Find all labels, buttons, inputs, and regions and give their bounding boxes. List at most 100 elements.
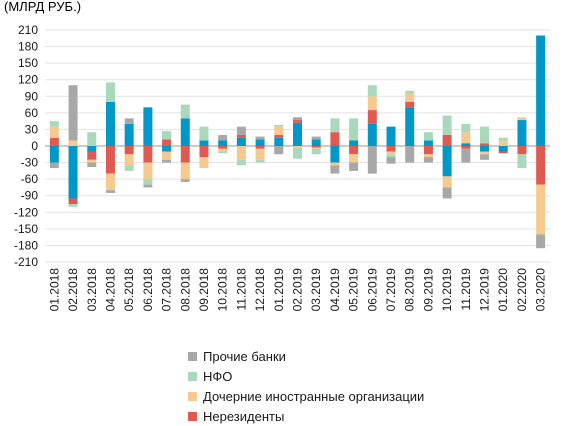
bar-segment-nonres bbox=[236, 134, 246, 138]
bar-segment-nfo bbox=[498, 137, 508, 141]
bar-segment-nonres bbox=[349, 146, 359, 155]
y-tick-label: -30 bbox=[21, 156, 39, 170]
bar-segment-other bbox=[162, 159, 172, 163]
bar-segment-banks bbox=[386, 126, 396, 146]
x-tick-label: 09.2018 bbox=[197, 268, 211, 312]
bar-segment-nfo bbox=[461, 123, 471, 133]
y-tick-label: -120 bbox=[14, 205, 38, 219]
bar-segment-nfo bbox=[68, 204, 78, 207]
bar-segment-banks bbox=[311, 139, 321, 146]
bar-segment-foreign bbox=[480, 151, 490, 155]
bar-segment-nfo bbox=[143, 179, 153, 185]
bar-segment-other bbox=[480, 154, 490, 160]
bar-segment-banks bbox=[124, 123, 134, 146]
bar-segment-other bbox=[143, 184, 153, 188]
bar-segment-nfo bbox=[386, 154, 396, 158]
bar-segment-nfo bbox=[49, 121, 59, 127]
legend-item-foreign-subsidiaries: Дочерние иностранные организации bbox=[188, 386, 424, 406]
bar-segment-nfo bbox=[180, 104, 190, 119]
x-tick-label: 04.2018 bbox=[103, 268, 117, 312]
x-tick-label: 02.2019 bbox=[291, 268, 305, 312]
bar-segment-nfo bbox=[236, 159, 246, 166]
bar-segment-nonres bbox=[255, 146, 265, 149]
bar-segment-banks bbox=[349, 140, 359, 146]
bar-segment-foreign bbox=[517, 117, 527, 121]
bar-segment-foreign bbox=[536, 184, 546, 235]
bar-segment-nonres bbox=[461, 146, 471, 149]
bar-segment-nonres bbox=[68, 198, 78, 204]
x-tick-label: 03.2018 bbox=[85, 268, 99, 312]
bar-segment-foreign bbox=[199, 157, 209, 169]
x-tick-label: 07.2019 bbox=[384, 268, 398, 312]
bar-segment-nonres bbox=[330, 132, 340, 146]
legend-swatch bbox=[188, 371, 197, 381]
x-tick-label: 11.2019 bbox=[459, 268, 473, 311]
x-tick-label: 08.2018 bbox=[178, 268, 192, 312]
bar-segment-banks bbox=[461, 143, 471, 146]
bar-segment-foreign bbox=[311, 147, 321, 149]
bar-segment-other bbox=[49, 162, 59, 169]
bar-segment-foreign bbox=[405, 93, 415, 102]
bar-segment-banks bbox=[367, 123, 377, 146]
bar-segment-banks bbox=[87, 146, 97, 152]
y-tick-label: 30 bbox=[25, 122, 39, 136]
bar-segment-banks bbox=[517, 120, 527, 146]
x-tick-label: 11.2018 bbox=[234, 268, 248, 311]
bar-segment-nfo bbox=[293, 147, 302, 159]
bar-segment-nonres bbox=[423, 146, 433, 155]
legend-swatch bbox=[188, 411, 197, 421]
y-ticks: 210 180 150 120 90 60 30 0 -30 -60 -90 -120 -150 -180… bbox=[14, 23, 38, 269]
x-tick-label: 02.2018 bbox=[66, 268, 80, 312]
bar-segment-nonres bbox=[536, 146, 546, 185]
bar-segment-foreign bbox=[293, 146, 302, 148]
y-tick-label: -90 bbox=[21, 189, 39, 203]
bar-segment-banks bbox=[199, 140, 209, 146]
legend-item-nonresidents: Нерезиденты bbox=[188, 406, 424, 426]
bar-segment-nonres bbox=[143, 146, 153, 163]
stacked-bar-chart: (МЛРД РУБ.) 210 180 150 120 90 60 30 0 -30 -60 -90… bbox=[4, 0, 550, 312]
bar-segment-other bbox=[536, 234, 546, 249]
legend: Прочие банки НФО Дочерние иностранные ор… bbox=[188, 346, 424, 426]
x-tick-label: 01.2019 bbox=[272, 268, 286, 312]
y-axis-label: (МЛРД РУБ.) bbox=[4, 0, 81, 14]
bar-segment-nonres bbox=[105, 146, 115, 174]
legend-label: Прочие банки bbox=[203, 348, 286, 364]
bar-segment-foreign bbox=[349, 154, 359, 163]
bar-segment-other bbox=[442, 187, 452, 199]
x-tick-label: 10.2018 bbox=[216, 268, 230, 312]
y-tick-label: 150 bbox=[18, 56, 38, 70]
bar-segment-nonres bbox=[87, 151, 97, 160]
bar-segment-foreign bbox=[498, 140, 508, 146]
bar-segment-nonres bbox=[49, 137, 59, 146]
x-ticks: 01.2018 02.2018 03.2018 04.2018 05.2018 06.20… bbox=[47, 268, 547, 312]
bar-segment-nonres bbox=[124, 146, 134, 155]
bar-segment-foreign bbox=[87, 159, 97, 163]
x-tick-label: 06.2019 bbox=[365, 268, 379, 312]
legend-swatch bbox=[188, 391, 197, 401]
bar-segment-foreign bbox=[124, 154, 134, 166]
bars bbox=[49, 35, 546, 249]
bar-segment-other bbox=[255, 136, 265, 140]
bar-segment-nonres bbox=[367, 110, 377, 124]
y-tick-label: 180 bbox=[18, 40, 38, 54]
bar-segment-foreign bbox=[423, 154, 433, 158]
x-tick-label: 02.2020 bbox=[515, 268, 529, 312]
bar-segment-nonres bbox=[405, 101, 415, 108]
bar-segment-foreign bbox=[255, 148, 265, 160]
bar-segment-nfo bbox=[367, 85, 377, 97]
bar-segment-nonres bbox=[311, 146, 321, 148]
bar-segment-nfo bbox=[405, 90, 415, 94]
bar-segment-banks bbox=[480, 146, 490, 152]
bar-segment-nfo bbox=[218, 151, 228, 154]
legend-swatch bbox=[188, 351, 197, 361]
legend-label: Нерезиденты bbox=[203, 408, 285, 424]
bar-segment-nfo bbox=[330, 118, 340, 133]
bar-segment-banks bbox=[423, 140, 433, 146]
bar-segment-banks bbox=[218, 140, 228, 146]
x-tick-label: 12.2019 bbox=[478, 268, 492, 312]
bar-segment-foreign bbox=[68, 140, 78, 146]
bar-segment-nonres bbox=[218, 146, 228, 149]
bar-segment-other bbox=[461, 148, 471, 163]
bar-segment-banks bbox=[255, 139, 265, 146]
legend-item-nfo: НФО bbox=[188, 366, 424, 386]
